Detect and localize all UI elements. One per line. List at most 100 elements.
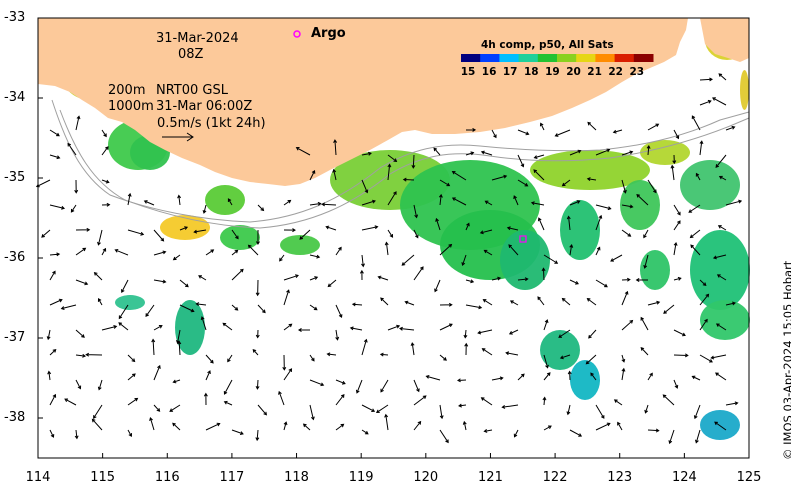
current-arrow	[517, 129, 530, 136]
current-arrow	[309, 201, 322, 206]
product-time-label: 31-Mar 06:00Z	[156, 99, 253, 114]
current-arrow	[413, 229, 419, 239]
date-label: 31-Mar-2024	[156, 31, 239, 46]
current-arrow	[543, 319, 549, 331]
current-arrow	[361, 429, 369, 435]
current-arrow	[491, 376, 504, 381]
current-arrow	[413, 420, 422, 431]
current-arrow	[127, 192, 132, 206]
current-arrow	[595, 204, 612, 211]
current-arrow	[283, 199, 292, 206]
current-arrow	[668, 429, 675, 445]
current-arrow	[49, 252, 61, 257]
current-arrow	[198, 275, 207, 281]
current-arrow	[49, 129, 60, 137]
sst-patch	[700, 300, 750, 340]
current-arrow	[411, 154, 416, 169]
current-arrow	[439, 429, 449, 444]
current-arrow	[413, 395, 427, 406]
current-arrow	[491, 129, 497, 139]
current-arrow	[569, 244, 574, 256]
x-tick-label: 124	[671, 470, 697, 485]
current-arrow	[517, 154, 525, 168]
current-arrow	[222, 322, 233, 331]
current-arrow	[309, 169, 316, 181]
current-arrow	[465, 304, 483, 310]
current-arrow	[49, 429, 55, 438]
current-arrow	[699, 99, 712, 106]
y-tick-label: -38	[4, 410, 26, 425]
current-arrow	[223, 400, 233, 406]
product-label: NRT00 GSL	[156, 83, 228, 98]
current-arrow	[333, 139, 338, 156]
current-arrow	[97, 379, 103, 391]
current-arrow	[361, 199, 376, 206]
current-arrow	[672, 154, 677, 165]
current-arrow	[384, 241, 389, 256]
current-arrow	[595, 246, 601, 256]
current-arrow	[465, 279, 475, 284]
current-arrow	[465, 222, 470, 231]
colorbar-label: 18	[523, 66, 539, 78]
current-arrow	[247, 244, 259, 256]
hour-label: 08Z	[178, 47, 204, 62]
current-arrow	[712, 97, 727, 106]
current-arrow	[101, 325, 118, 331]
current-arrow	[380, 379, 389, 393]
current-arrow	[153, 250, 167, 256]
current-arrow	[613, 399, 623, 406]
current-arrow	[725, 301, 736, 306]
colorbar-swatch	[499, 54, 520, 62]
current-arrow	[688, 204, 701, 213]
current-arrow	[375, 404, 389, 414]
current-arrow	[714, 421, 727, 431]
x-tick-label: 119	[348, 470, 374, 485]
current-arrow	[543, 372, 551, 381]
map-frame	[37, 17, 750, 459]
current-arrow	[673, 129, 680, 140]
sst-patch	[205, 185, 245, 215]
current-arrow	[463, 329, 468, 339]
current-arrow	[491, 174, 508, 181]
current-arrow	[558, 329, 571, 338]
current-arrow	[359, 269, 364, 281]
current-arrow	[335, 423, 345, 431]
current-arrow	[517, 179, 529, 187]
current-arrow	[567, 370, 572, 381]
current-arrow	[543, 354, 549, 369]
current-arrow	[586, 298, 597, 306]
current-arrow	[506, 226, 519, 231]
colorbar-label: 16	[481, 66, 497, 78]
current-arrow	[479, 229, 493, 235]
colorbar-label: 23	[629, 66, 645, 78]
current-arrow	[361, 225, 379, 231]
current-arrow	[647, 372, 653, 381]
current-arrow	[309, 354, 315, 362]
colorbar-swatch	[595, 54, 616, 62]
current-arrow	[715, 154, 727, 168]
current-arrow	[355, 379, 363, 394]
current-arrow	[299, 229, 311, 240]
current-arrow	[309, 304, 318, 311]
current-arrow	[461, 254, 467, 267]
current-arrow	[93, 404, 103, 419]
current-arrow	[361, 254, 365, 268]
current-arrow	[617, 421, 623, 431]
current-arrow	[673, 329, 686, 337]
x-tick-label: 123	[607, 470, 633, 485]
current-arrow	[153, 364, 161, 381]
scale-label: 0.5m/s (1kt 24h)	[157, 116, 266, 131]
current-arrow	[464, 342, 469, 356]
current-arrow	[439, 243, 453, 256]
sst-patch	[680, 160, 740, 210]
current-arrow	[153, 279, 167, 284]
current-arrow	[517, 373, 525, 381]
colorbar-swatch	[576, 54, 596, 62]
current-arrow	[561, 297, 571, 306]
current-arrow	[610, 254, 623, 262]
current-arrow	[153, 229, 165, 242]
current-arrow	[513, 195, 519, 206]
current-arrow	[513, 429, 519, 438]
current-arrow	[413, 379, 420, 393]
colorbar-label: 19	[545, 66, 560, 78]
